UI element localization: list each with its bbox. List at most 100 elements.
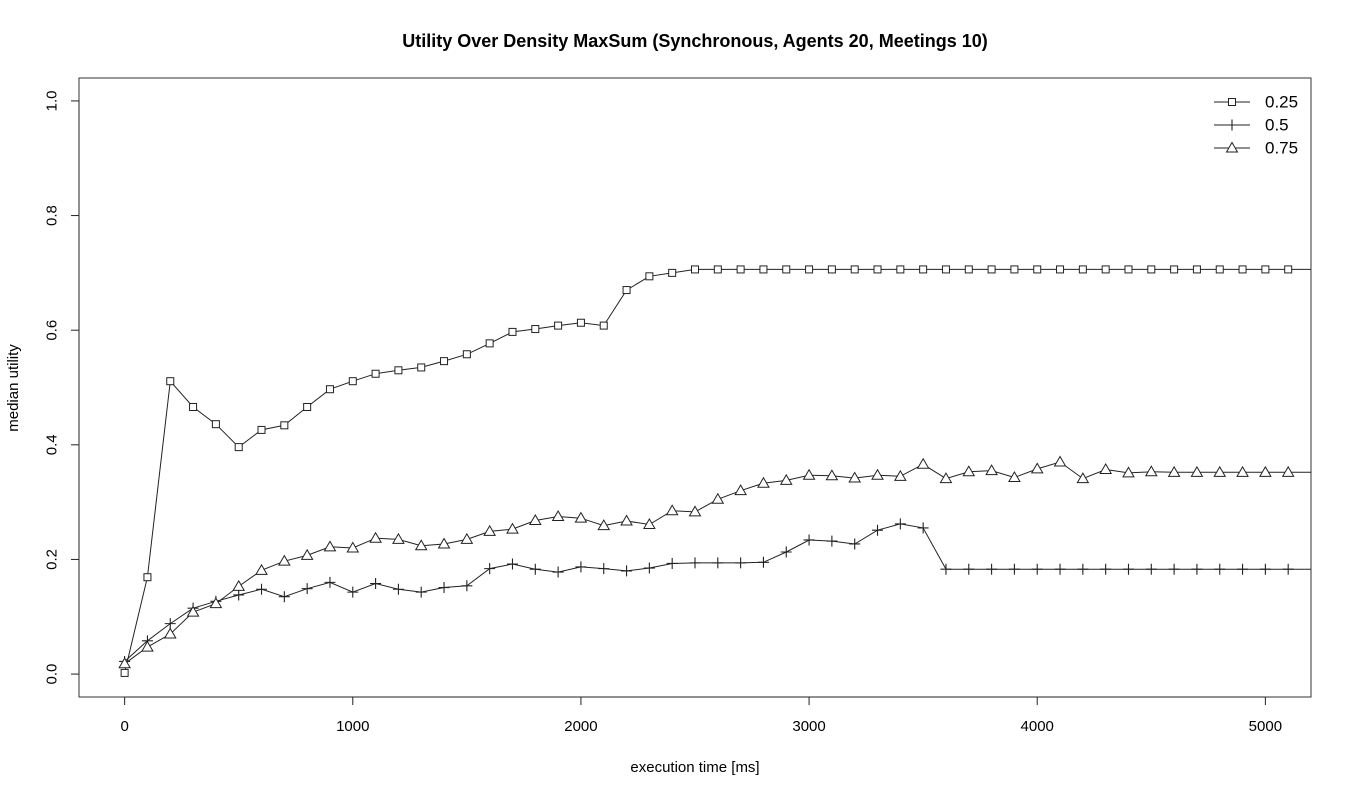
data-point-plus <box>1122 563 1134 575</box>
data-point-plus <box>461 580 473 592</box>
data-point-triangle <box>437 537 451 549</box>
legend-marker-plus <box>1226 119 1238 131</box>
data-point-triangle <box>871 468 884 480</box>
data-point-plus <box>666 557 678 569</box>
series-triangle <box>118 455 1311 669</box>
data-point-triangle <box>323 540 337 552</box>
data-point-square <box>189 402 198 411</box>
data-point-square <box>987 265 996 274</box>
legend-label: 0.75 <box>1265 139 1298 158</box>
data-point-triangle <box>962 465 976 477</box>
data-point-square <box>1238 265 1247 274</box>
data-point-plus <box>986 563 998 575</box>
data-point-square <box>508 327 517 336</box>
data-point-triangle <box>1213 465 1227 477</box>
data-point-plus <box>1054 563 1066 575</box>
y-tick-label: 0.4 <box>44 434 61 455</box>
data-point-square <box>827 265 836 274</box>
data-point-triangle <box>528 513 542 525</box>
x-tick-label: 3000 <box>792 718 825 735</box>
data-point-triangle <box>893 469 907 481</box>
data-point-square <box>759 265 768 274</box>
legend-marker-square <box>1228 98 1236 106</box>
data-point-triangle <box>1281 465 1295 477</box>
y-tick-label: 1.0 <box>44 90 61 111</box>
legend-marker-triangle <box>1225 141 1239 153</box>
data-point-plus <box>598 563 610 575</box>
data-point-triangle <box>1259 465 1272 477</box>
data-point-triangle <box>392 532 405 544</box>
x-axis-label: execution time [ms] <box>630 759 759 776</box>
data-point-triangle <box>597 519 611 531</box>
data-point-square <box>1147 265 1156 274</box>
data-point-triangle <box>277 554 291 566</box>
data-point-plus <box>164 618 176 630</box>
data-point-triangle <box>1053 455 1067 467</box>
data-point-square <box>805 265 814 274</box>
data-point-plus <box>712 557 724 569</box>
data-point-square <box>348 377 357 386</box>
y-axis: 0.0 0.2 0.4 0.6 0.8 1.0 <box>44 90 80 685</box>
data-point-triangle <box>1008 470 1021 482</box>
data-point-triangle <box>141 640 154 652</box>
series-layer <box>118 265 1311 677</box>
data-point-square <box>1192 265 1201 274</box>
data-point-plus <box>1145 563 1157 575</box>
x-tick-label: 5000 <box>1249 718 1282 735</box>
data-point-triangle <box>848 471 862 483</box>
data-point-square <box>873 265 882 274</box>
data-point-plus <box>735 557 747 569</box>
data-point-plus <box>529 563 541 575</box>
data-point-plus <box>415 586 427 598</box>
data-point-square <box>668 268 677 277</box>
data-point-square <box>417 363 426 372</box>
data-point-plus <box>1191 563 1203 575</box>
data-point-plus <box>621 565 633 577</box>
data-point-triangle <box>1167 465 1181 477</box>
data-point-triangle <box>711 492 725 504</box>
y-tick-label: 0.2 <box>44 549 61 570</box>
x-tick-label: 0 <box>120 718 128 735</box>
data-point-triangle <box>118 657 131 669</box>
data-point-square <box>919 265 928 274</box>
data-point-plus <box>1077 563 1089 575</box>
data-point-square <box>280 421 289 430</box>
data-point-triangle <box>414 539 428 551</box>
chart-title: Utility Over Density MaxSum (Synchronous… <box>402 31 987 51</box>
series-line <box>124 268 1311 674</box>
data-point-triangle <box>300 548 314 560</box>
data-point-square <box>462 350 471 359</box>
x-tick-label: 2000 <box>564 718 597 735</box>
data-point-square <box>713 265 722 274</box>
data-point-square <box>691 265 699 274</box>
data-point-square <box>554 321 563 330</box>
data-point-triangle <box>757 476 770 488</box>
data-point-plus <box>392 583 404 595</box>
data-point-square <box>964 265 973 274</box>
data-point-plus <box>438 582 450 594</box>
data-point-plus <box>826 535 838 547</box>
y-tick-label: 0.8 <box>44 205 61 226</box>
data-point-plus <box>370 578 382 590</box>
data-point-square <box>1124 265 1133 274</box>
legend-label: 0.25 <box>1265 93 1298 112</box>
legend-label: 0.5 <box>1265 116 1289 135</box>
data-point-plus <box>803 534 815 546</box>
data-point-triangle <box>1236 465 1249 477</box>
data-point-triangle <box>1030 462 1044 474</box>
data-point-triangle <box>506 522 519 534</box>
data-point-square <box>1170 265 1179 274</box>
data-point-triangle <box>916 457 930 469</box>
series-line <box>124 523 1311 662</box>
data-point-triangle <box>483 524 497 536</box>
data-point-triangle <box>825 469 839 481</box>
data-point-triangle <box>346 541 360 553</box>
data-point-triangle <box>643 517 656 529</box>
data-point-plus <box>849 538 861 550</box>
data-point-square <box>166 377 175 386</box>
data-point-square <box>1284 265 1293 274</box>
data-point-plus <box>643 562 655 574</box>
data-point-triangle <box>1144 465 1158 477</box>
data-point-plus <box>1008 563 1020 575</box>
